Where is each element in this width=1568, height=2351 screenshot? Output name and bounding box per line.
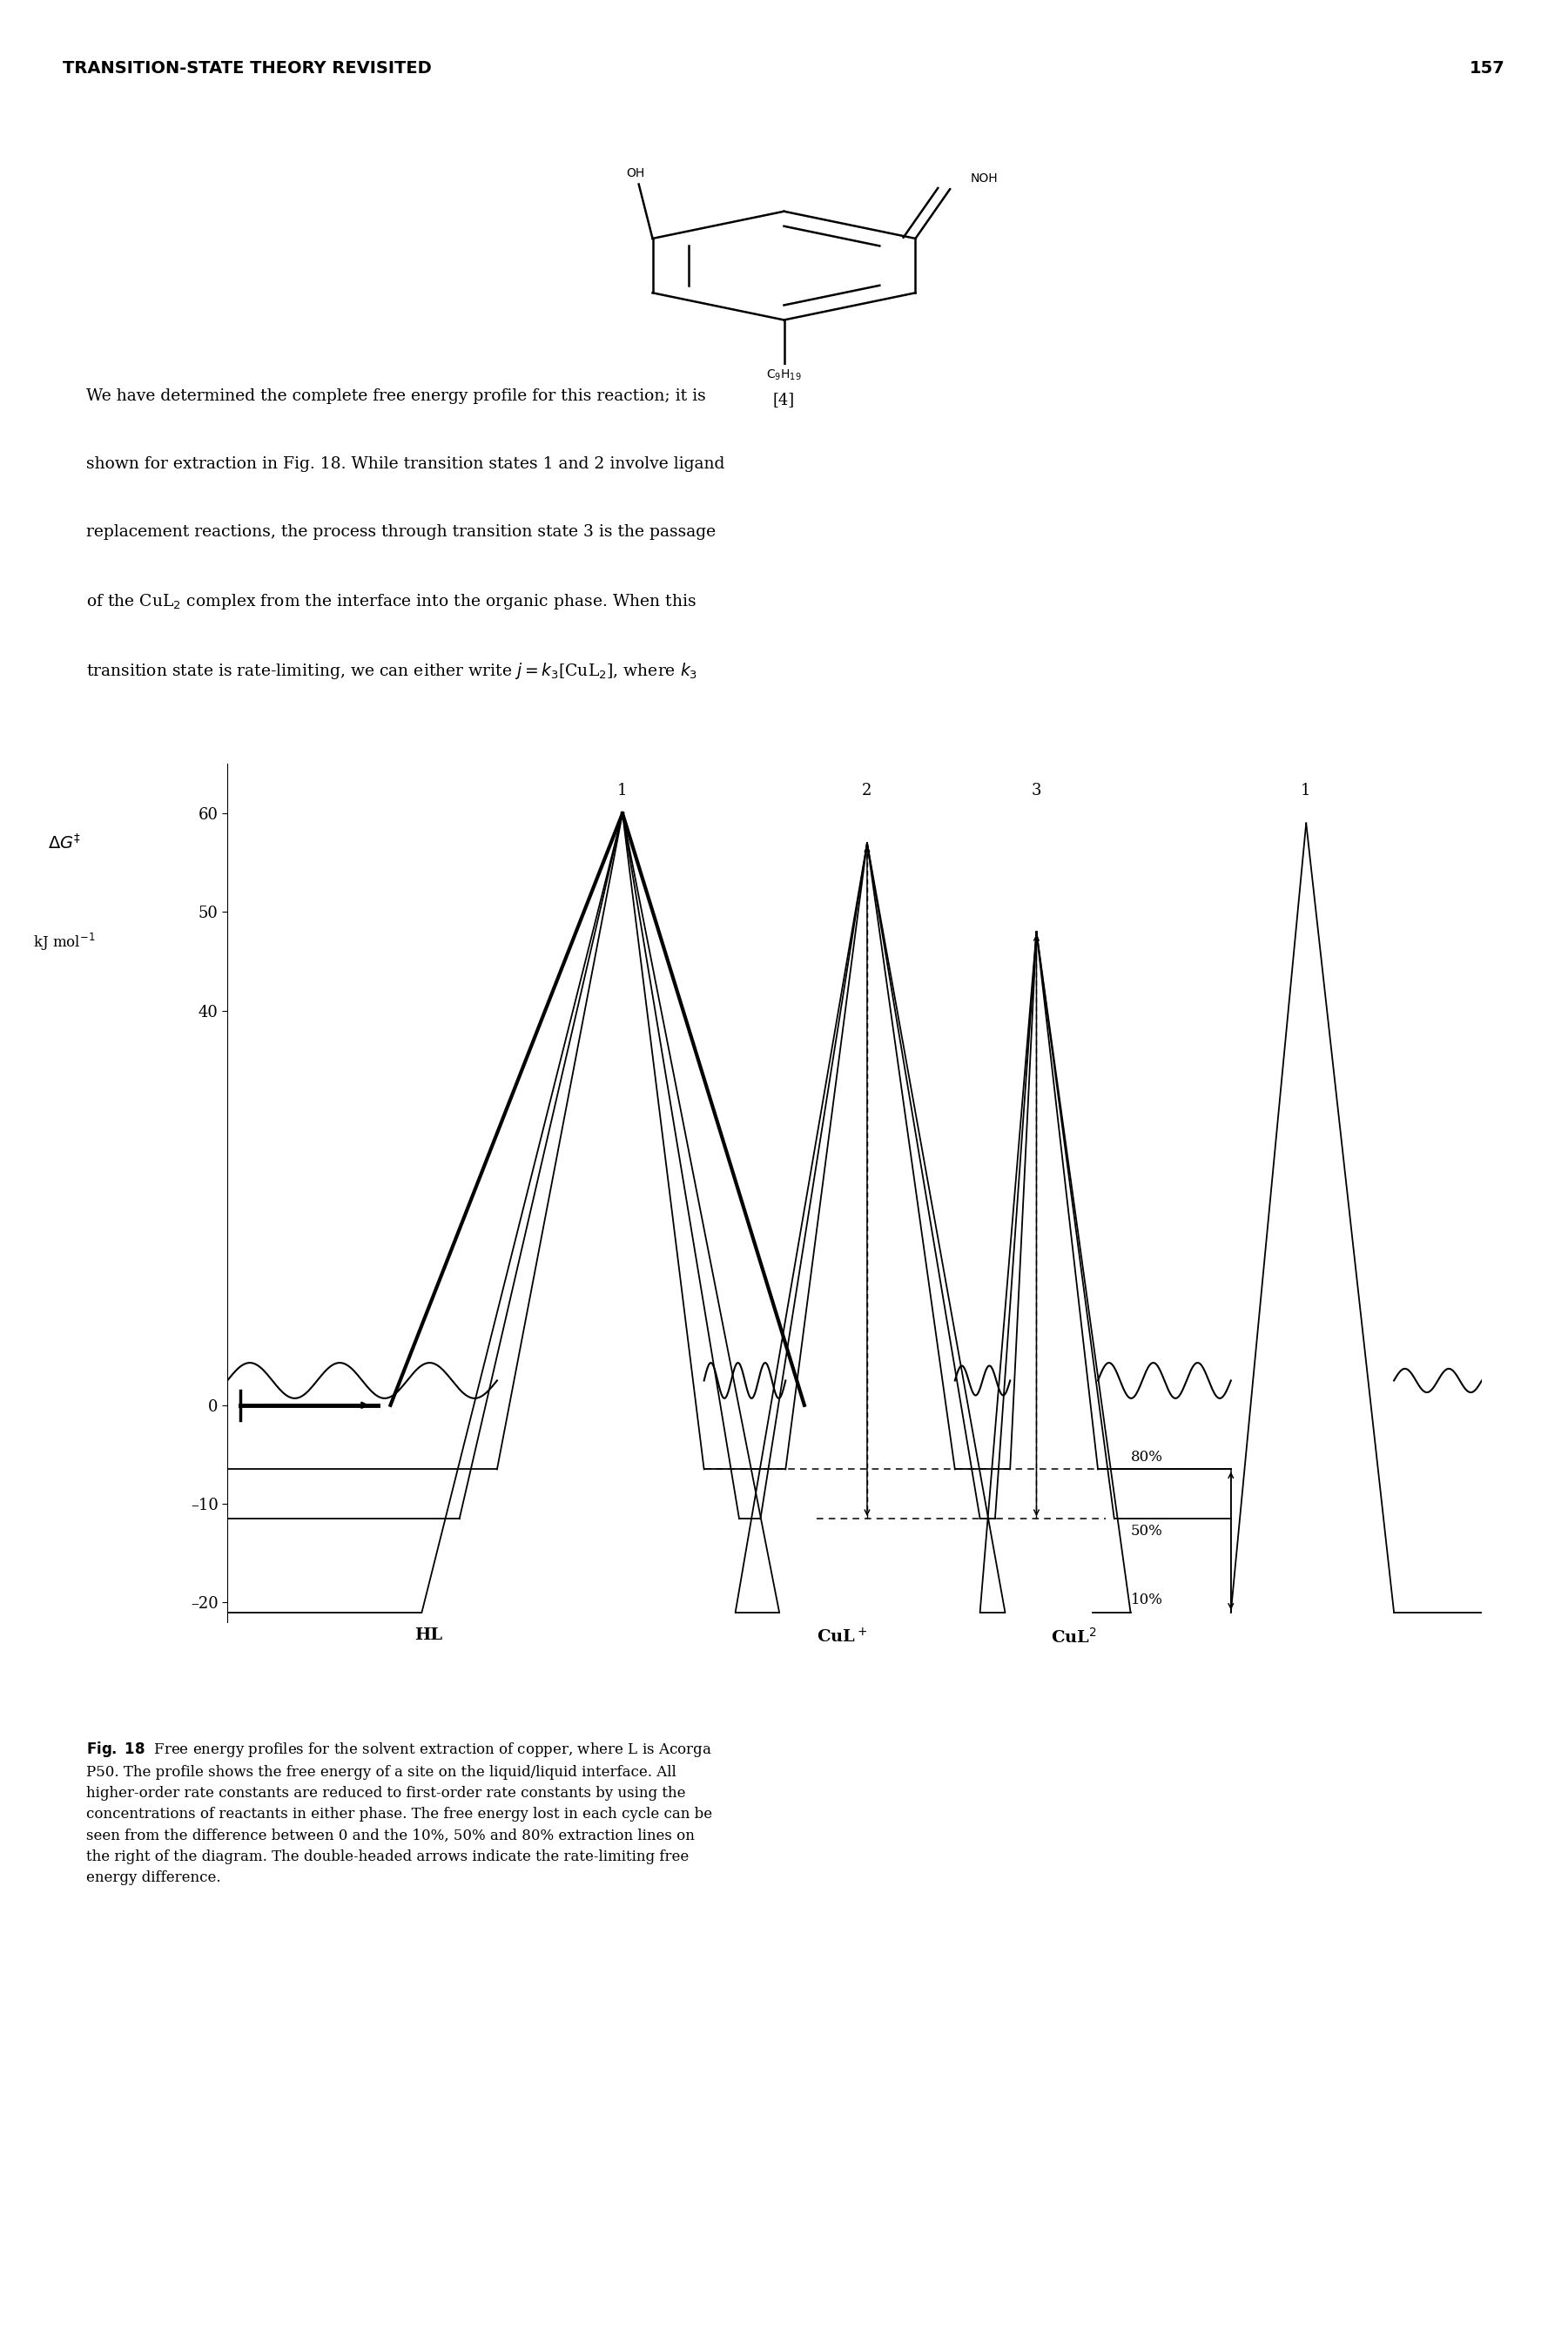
- Text: CuL$^2$: CuL$^2$: [1051, 1627, 1098, 1646]
- Text: 10%: 10%: [1131, 1592, 1162, 1608]
- Text: [4]: [4]: [773, 393, 795, 407]
- Text: 157: 157: [1469, 59, 1505, 78]
- Text: $\bf{Fig.\ 18}$  Free energy profiles for the solvent extraction of copper, wher: $\bf{Fig.\ 18}$ Free energy profiles for…: [86, 1740, 712, 1886]
- Text: OH: OH: [626, 167, 644, 179]
- Text: $\Delta G^{\ddagger}$: $\Delta G^{\ddagger}$: [47, 832, 82, 851]
- Text: 80%: 80%: [1131, 1451, 1162, 1465]
- Text: kJ mol$^{-1}$: kJ mol$^{-1}$: [33, 931, 96, 952]
- Text: ⁡2: ⁡2: [862, 783, 872, 799]
- Text: TRANSITION-STATE THEORY REVISITED: TRANSITION-STATE THEORY REVISITED: [63, 59, 431, 78]
- Text: transition state is rate-limiting, we can either write $j = k_3$[CuL$_2$], where: transition state is rate-limiting, we ca…: [86, 661, 698, 682]
- Text: shown for extraction in Fig. 18. While transition states 1 and 2 involve ligand: shown for extraction in Fig. 18. While t…: [86, 456, 724, 473]
- Text: of the CuL$_2$ complex from the interface into the organic phase. When this: of the CuL$_2$ complex from the interfac…: [86, 592, 696, 611]
- Text: 50%: 50%: [1131, 1523, 1162, 1538]
- Text: HL: HL: [414, 1627, 442, 1643]
- Text: CuL$^+$: CuL$^+$: [817, 1627, 867, 1646]
- Text: We have determined the complete free energy profile for this reaction; it is: We have determined the complete free ene…: [86, 388, 706, 404]
- Text: ⁡1: ⁡1: [1301, 783, 1311, 799]
- Text: replacement reactions, the process through transition state 3 is the passage: replacement reactions, the process throu…: [86, 524, 717, 541]
- Text: ⁡3: ⁡3: [1032, 783, 1041, 799]
- Text: NOH: NOH: [971, 172, 999, 183]
- Text: $\mathsf{C_9H_{19}}$: $\mathsf{C_9H_{19}}$: [767, 369, 801, 383]
- Text: ⁡1: ⁡1: [618, 783, 627, 799]
